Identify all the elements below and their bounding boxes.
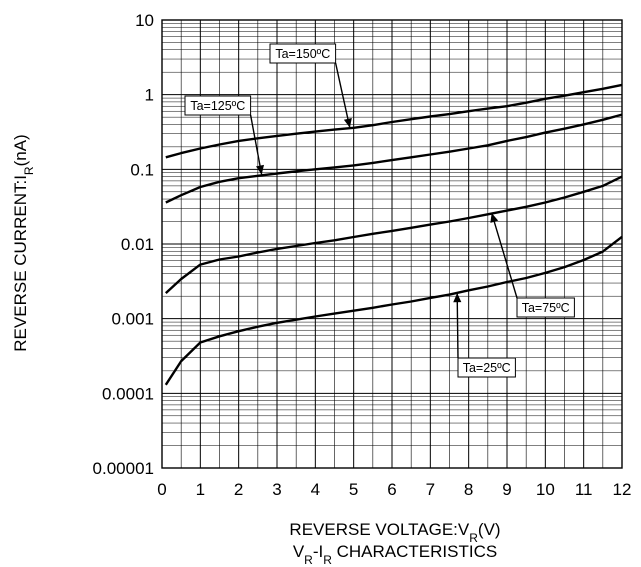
y-tick-label: 0.1: [130, 160, 154, 179]
y-tick-label: 10: [135, 11, 154, 30]
series-line-3: [164, 175, 623, 294]
x-tick-label: 2: [234, 480, 243, 499]
annotation-label-3: Ta=75ºC: [522, 301, 570, 315]
annotation-arrowhead-3: [490, 213, 499, 223]
x-tick-label: 12: [613, 480, 632, 499]
y-tick-label: 0.00001: [93, 459, 154, 478]
x-tick-label: 9: [502, 480, 511, 499]
series-line-2: [165, 113, 623, 204]
annotation-arrowhead-2: [255, 164, 265, 175]
x-tick-label: 4: [311, 480, 320, 499]
x-tick-label: 1: [196, 480, 205, 499]
x-tick-label: 5: [349, 480, 358, 499]
x-tick-label: 11: [575, 480, 593, 499]
y-tick-label: 0.001: [111, 310, 154, 329]
y-tick-label: 1: [145, 86, 154, 105]
annotation-box-4: [457, 357, 516, 378]
y-tick-label: 0.0001: [102, 384, 154, 403]
y-tick-label: 0.01: [121, 235, 154, 254]
chart-caption: VR-IR CHARACTERISTICS: [293, 542, 497, 567]
annotation-label-1: Ta=150ºC: [275, 47, 330, 61]
x-tick-label: 6: [387, 480, 396, 499]
annotation-box-3: [516, 297, 575, 318]
annotations: Ta=150ºC Ta=125ºC Ta=75ºC Ta=25ºC: [184, 43, 575, 378]
annotation-box-2: [184, 95, 252, 116]
annotation-arrowhead-1: [343, 118, 352, 128]
y-tick-labels: 10 1 0.1 0.01 0.001 0.0001 0.00001: [93, 11, 154, 478]
x-axis-label: REVERSE VOLTAGE:VR(V): [289, 520, 500, 545]
x-tick-label: 8: [464, 480, 473, 499]
x-tick-label: 7: [426, 480, 435, 499]
annotation-box-1: [269, 43, 337, 64]
annotation-arrowhead-4: [453, 293, 462, 303]
annotation-label-2: Ta=125ºC: [190, 99, 245, 113]
x-tick-label: 3: [272, 480, 281, 499]
x-tick-label: 10: [536, 480, 555, 499]
y-axis-label: REVERSE CURRENT:IR(nA): [11, 134, 36, 351]
major-grid: [161, 19, 623, 469]
annotation-arrow-4: [456, 293, 459, 359]
x-tick-label: 0: [157, 480, 166, 499]
annotation-label-4: Ta=25ºC: [463, 361, 511, 375]
annotation-arrow-1: [334, 62, 351, 128]
series-line-1: [165, 83, 623, 159]
plot-frame: [161, 19, 623, 469]
series-line-4: [164, 235, 623, 386]
annotation-arrow-3: [490, 212, 518, 299]
annotation-arrow-2: [249, 114, 263, 175]
x-tick-labels: 0 1 2 3 4 5 6 7 8 9 10 11 12: [157, 480, 631, 499]
series-lines: [164, 83, 623, 386]
